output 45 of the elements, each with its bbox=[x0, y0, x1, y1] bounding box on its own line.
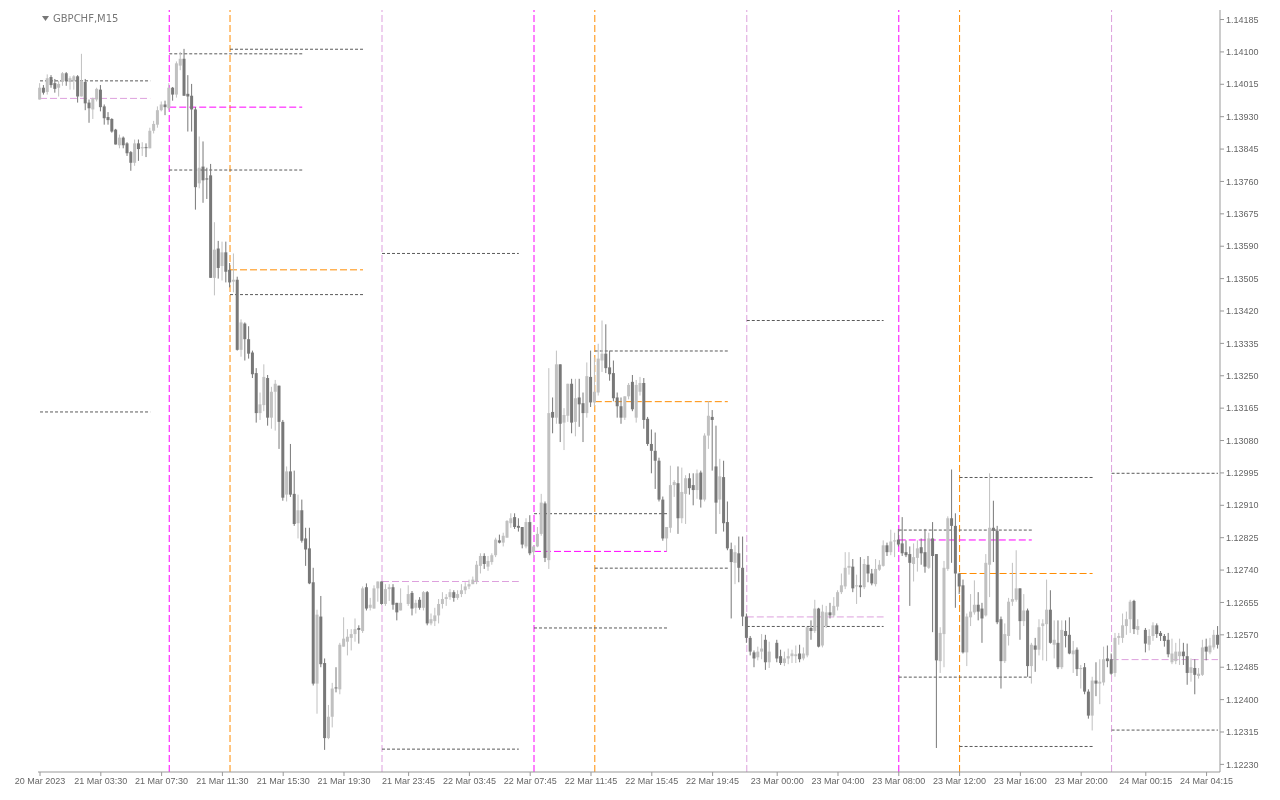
y-tick-label: 1.12315 bbox=[1226, 727, 1259, 738]
y-tick-label: 1.14100 bbox=[1226, 47, 1259, 58]
y-tick-label: 1.12570 bbox=[1226, 630, 1259, 641]
y-tick-label: 1.13250 bbox=[1226, 370, 1259, 381]
y-tick-label: 1.12400 bbox=[1226, 694, 1259, 705]
x-tick-label: 24 Mar 00:15 bbox=[1119, 776, 1173, 787]
x-tick-label: 22 Mar 03:45 bbox=[442, 776, 496, 787]
y-tick-label: 1.12655 bbox=[1226, 597, 1259, 608]
x-tick-label: 23 Mar 16:00 bbox=[993, 776, 1047, 787]
y-tick-label: 1.13335 bbox=[1226, 338, 1259, 349]
y-tick-label: 1.13080 bbox=[1226, 435, 1259, 446]
y-tick-label: 1.12825 bbox=[1226, 532, 1259, 543]
x-tick-label: 22 Mar 11:45 bbox=[564, 776, 618, 787]
x-tick-label: 22 Mar 19:45 bbox=[686, 776, 740, 787]
y-tick-label: 1.12740 bbox=[1226, 565, 1259, 576]
x-tick-label: 20 Mar 2023 bbox=[14, 776, 66, 787]
y-tick-label: 1.12485 bbox=[1226, 662, 1259, 673]
y-tick-label: 1.13165 bbox=[1226, 403, 1259, 414]
x-tick-label: 23 Mar 08:00 bbox=[872, 776, 926, 787]
x-tick-label: 24 Mar 04:15 bbox=[1180, 776, 1234, 787]
x-tick-label: 23 Mar 20:00 bbox=[1054, 776, 1108, 787]
x-tick-label: 23 Mar 00:00 bbox=[750, 776, 804, 787]
y-tick-label: 1.13420 bbox=[1226, 306, 1259, 317]
y-tick-label: 1.12910 bbox=[1226, 500, 1259, 511]
x-tick-label: 21 Mar 03:30 bbox=[74, 776, 128, 787]
y-tick-label: 1.13845 bbox=[1226, 144, 1259, 155]
x-tick-label: 21 Mar 15:30 bbox=[256, 776, 310, 787]
y-tick-label: 1.14185 bbox=[1226, 14, 1259, 25]
x-tick-label: 22 Mar 15:45 bbox=[625, 776, 679, 787]
y-tick-label: 1.13675 bbox=[1226, 209, 1259, 220]
x-tick-label: 21 Mar 19:30 bbox=[317, 776, 371, 787]
y-tick-label: 1.12995 bbox=[1226, 468, 1259, 479]
y-tick-label: 1.14015 bbox=[1226, 79, 1259, 90]
x-tick-label: 21 Mar 11:30 bbox=[196, 776, 249, 787]
y-tick-label: 1.13930 bbox=[1226, 111, 1259, 122]
x-tick-label: 23 Mar 04:00 bbox=[811, 776, 865, 787]
x-tick-label: 21 Mar 07:30 bbox=[135, 776, 189, 787]
x-tick-label: 21 Mar 23:45 bbox=[382, 776, 436, 787]
y-tick-label: 1.13505 bbox=[1226, 273, 1259, 284]
x-tick-label: 22 Mar 07:45 bbox=[503, 776, 557, 787]
chart-title: GBPCHF,M15 bbox=[53, 13, 119, 24]
y-tick-label: 1.13590 bbox=[1226, 241, 1259, 252]
y-tick-label: 1.12230 bbox=[1226, 759, 1259, 770]
y-tick-label: 1.13760 bbox=[1226, 176, 1259, 187]
x-tick-label: 23 Mar 12:00 bbox=[933, 776, 987, 787]
